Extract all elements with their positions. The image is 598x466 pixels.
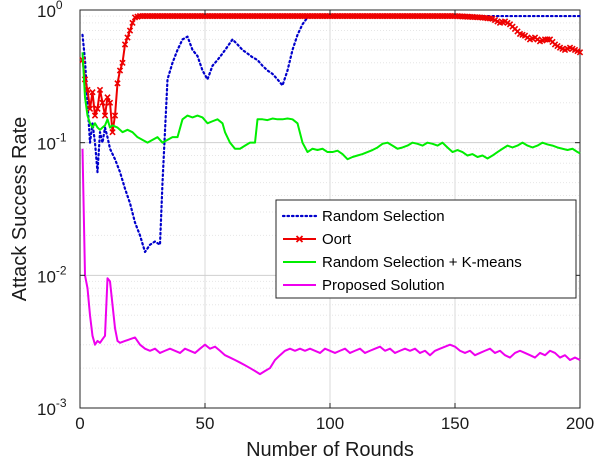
legend-entry: Random Selection [281, 208, 445, 225]
y-tick-label: 10-2 [37, 263, 67, 286]
x-tick-label: 100 [316, 414, 344, 433]
legend-marker [295, 235, 304, 243]
series-1 [79, 12, 584, 136]
x-axis-label: Number of Rounds [246, 439, 414, 461]
x-marker [124, 34, 131, 41]
y-axis-label: Attack Success Rate [9, 117, 31, 302]
x-marker [94, 105, 101, 112]
x-marker [116, 67, 124, 74]
x-marker [126, 27, 134, 34]
x-marker [96, 86, 104, 94]
legend-entry: Random Selection + K-means [283, 254, 522, 271]
x-axis-ticks: 0 50 100 150 200 [75, 10, 594, 433]
y-tick-label: 10-1 [37, 131, 67, 154]
x-tick-label: 0 [75, 414, 84, 433]
y-axis-ticks: 10-3 10-2 10-1 100 [37, 0, 580, 419]
x-marker [104, 94, 111, 101]
x-marker [86, 105, 94, 112]
series-line [81, 148, 581, 376]
x-marker [109, 128, 116, 136]
x-marker [119, 59, 126, 66]
x-marker [99, 99, 106, 106]
y-tick-label: 100 [37, 0, 63, 21]
x-marker [101, 112, 109, 119]
legend-label: Random Selection [322, 208, 445, 225]
x-marker [576, 49, 584, 56]
series-line [81, 14, 582, 254]
x-marker [121, 41, 129, 48]
x-marker [84, 86, 91, 94]
legend-label: Oort [322, 231, 352, 248]
series-3 [81, 148, 581, 376]
x-marker [111, 112, 119, 119]
x-marker [91, 112, 99, 119]
x-marker [114, 80, 121, 87]
legend-label: Random Selection + K-means [322, 254, 522, 271]
x-tick-label: 150 [441, 414, 469, 433]
series-line [81, 52, 581, 161]
series-layer [79, 12, 584, 376]
legend-box [275, 199, 577, 299]
series-line [81, 15, 581, 134]
x-tick-label: 200 [566, 414, 594, 433]
legend: Random Selection Oort Random Selection + K… [275, 199, 577, 299]
x-marker [89, 89, 96, 96]
x-tick-label: 50 [196, 414, 215, 433]
series-0 [81, 14, 582, 254]
series-2 [81, 52, 581, 161]
legend-entry: Proposed Solution [283, 277, 445, 294]
y-tick-label: 10-3 [37, 396, 67, 419]
x-marker [129, 19, 136, 27]
legend-entry: Oort [283, 231, 352, 248]
x-marker [106, 99, 114, 106]
legend-label: Proposed Solution [322, 277, 445, 294]
